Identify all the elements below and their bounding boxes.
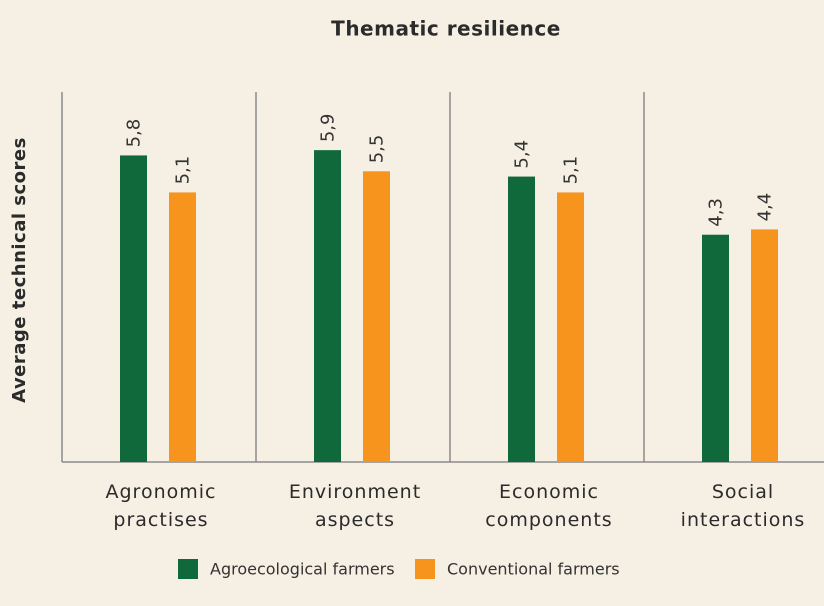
value-label: 5,9 [318, 114, 339, 143]
value-label: 5,4 [512, 140, 533, 169]
bar [314, 150, 341, 462]
bar [508, 176, 535, 463]
value-label: 4,4 [755, 193, 776, 222]
bar [702, 234, 729, 462]
x-tick-label: Environment aspects [289, 481, 421, 531]
value-label: 5,5 [367, 135, 388, 164]
legend-swatch [178, 559, 198, 579]
value-label: 5,1 [561, 156, 582, 185]
value-label: 4,3 [706, 198, 727, 227]
bar [751, 229, 778, 462]
bar [120, 155, 147, 462]
bar [557, 192, 584, 462]
value-label: 5,8 [124, 119, 145, 148]
x-tick-label: Economic components [485, 481, 612, 531]
bar [363, 171, 390, 463]
y-axis-label: Average technical scores [9, 137, 30, 403]
value-label: 5,1 [173, 156, 194, 185]
x-tick-label: Agronomic practises [106, 481, 217, 531]
legend-swatch [415, 559, 435, 579]
x-tick-label: Social interactions [681, 481, 806, 531]
bar [169, 192, 196, 462]
legend-label: Agroecological farmers [210, 560, 395, 579]
legend-label: Conventional farmers [447, 560, 620, 579]
chart-title: Thematic resilience [331, 17, 561, 41]
